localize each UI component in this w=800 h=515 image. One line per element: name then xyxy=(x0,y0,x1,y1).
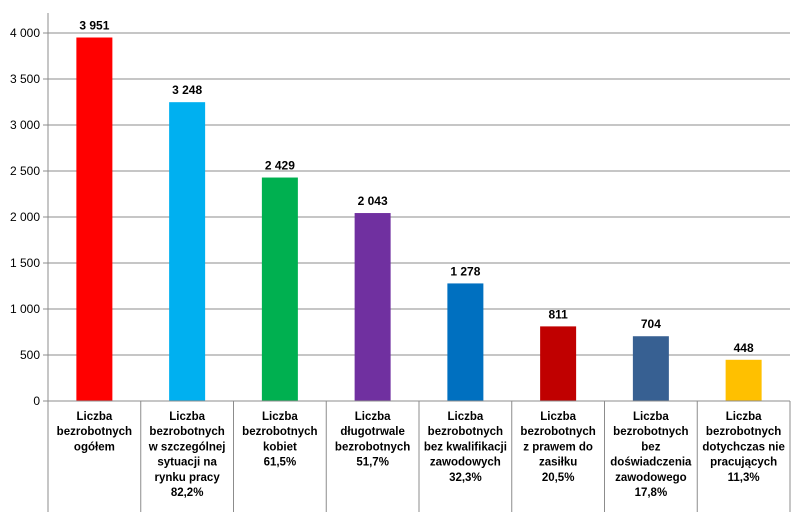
category-label-line: Liczba xyxy=(355,411,391,423)
category-label-line: Liczba xyxy=(169,411,205,423)
value-label: 2 043 xyxy=(358,194,388,208)
value-label: 811 xyxy=(548,307,568,321)
category-label-line: Liczba xyxy=(76,411,112,423)
y-axis-tick-labels: 0 500 1 000 1 500 2 000 2 500 3 000 3 500 4 000 xyxy=(10,26,40,408)
category-label-line: bezrobotnych xyxy=(149,426,224,438)
y-tick-label: 0 xyxy=(33,394,40,408)
category-label-line: zasiłku xyxy=(539,457,577,469)
category-label-line: 20,5% xyxy=(542,472,575,484)
y-tick-label: 3 500 xyxy=(10,72,40,86)
category-labels: Liczba bezrobotnych ogółem Liczba bezrobotny… xyxy=(57,411,785,499)
category-label-line: bezrobotnych xyxy=(242,426,317,438)
bar xyxy=(169,102,206,402)
category-label-line: bezrobotnych xyxy=(520,426,595,438)
category-label: Liczba bezrobotnych w szczególnej sytuacji … xyxy=(148,411,226,499)
category-label-line: długotrwale xyxy=(340,426,405,438)
category-label-line: Liczba xyxy=(540,411,576,423)
category-label-line: Liczba xyxy=(262,411,298,423)
category-label-line: Liczba xyxy=(726,411,762,423)
bar xyxy=(540,326,577,401)
y-tick-label: 500 xyxy=(20,348,40,362)
bar xyxy=(261,177,298,401)
category-label: Liczba bezrobotnych dotychczas nie pracując… xyxy=(702,411,784,484)
y-tick-label: 1 500 xyxy=(10,256,40,270)
y-tick-label: 4 000 xyxy=(10,26,40,40)
bar xyxy=(354,213,391,401)
category-label-line: bezrobotnych xyxy=(613,426,688,438)
category-label-line: Liczba xyxy=(633,411,669,423)
category-label: Liczba bezrobotnych bez doświadczenia zawodo… xyxy=(610,411,692,499)
category-label-line: zawodowych xyxy=(430,457,501,469)
category-label-line: 82,2% xyxy=(171,487,204,499)
category-label-line: rynku pracy xyxy=(155,472,221,484)
bar xyxy=(632,336,669,401)
category-label-line: z prawem do xyxy=(523,441,593,453)
category-label: Liczba bezrobotnych bez kwalifikacji zawodo… xyxy=(424,411,507,484)
category-label-line: bez xyxy=(641,441,660,453)
category-label: Liczba bezrobotnych kobiet 61,5% xyxy=(242,411,317,469)
category-label-line: w szczególnej xyxy=(148,441,226,453)
category-label-line: bezrobotnych xyxy=(57,426,132,438)
category-label-line: sytuacji na xyxy=(157,457,217,469)
category-label-line: bezrobotnych xyxy=(428,426,503,438)
value-label: 3 951 xyxy=(79,19,109,33)
category-label-line: bezrobotnych xyxy=(706,426,781,438)
value-label: 448 xyxy=(734,341,754,355)
value-label: 3 248 xyxy=(172,83,202,97)
category-label-line: zawodowego xyxy=(615,472,687,484)
bar xyxy=(725,359,762,401)
category-label: Liczba bezrobotnych ogółem xyxy=(57,411,132,453)
bar xyxy=(447,283,484,401)
y-tick-label: 3 000 xyxy=(10,118,40,132)
category-label-line: 32,3% xyxy=(449,472,482,484)
category-label-line: 51,7% xyxy=(356,457,389,469)
y-tick-label: 2 500 xyxy=(10,164,40,178)
value-label: 704 xyxy=(641,317,661,331)
y-tick-label: 2 000 xyxy=(10,210,40,224)
category-label-line: Liczba xyxy=(447,411,483,423)
category-label-line: doświadczenia xyxy=(610,457,692,469)
category-label-line: bez kwalifikacji xyxy=(424,441,507,453)
category-label: Liczba bezrobotnych z prawem do zasiłku 20,5… xyxy=(520,411,595,484)
category-table-lines xyxy=(48,400,791,512)
category-label-line: bezrobotnych xyxy=(335,441,410,453)
bars xyxy=(76,37,762,402)
category-label-line: 11,3% xyxy=(728,472,760,484)
bar xyxy=(76,37,113,402)
category-label-line: dotychczas nie xyxy=(702,441,784,453)
category-label-line: 17,8% xyxy=(635,487,668,499)
category-label-line: ogółem xyxy=(74,441,115,453)
value-labels: 3 951 3 248 2 429 2 043 1 278 811 704 448 xyxy=(79,19,754,355)
value-label: 2 429 xyxy=(265,159,295,173)
category-label: Liczba długotrwale bezrobotnych 51,7% xyxy=(335,411,410,469)
category-label-line: pracujących xyxy=(710,457,777,469)
category-label-line: 61,5% xyxy=(264,457,297,469)
value-label: 1 278 xyxy=(450,264,480,278)
category-label-line: kobiet xyxy=(263,441,297,453)
y-tick-label: 1 000 xyxy=(10,302,40,316)
